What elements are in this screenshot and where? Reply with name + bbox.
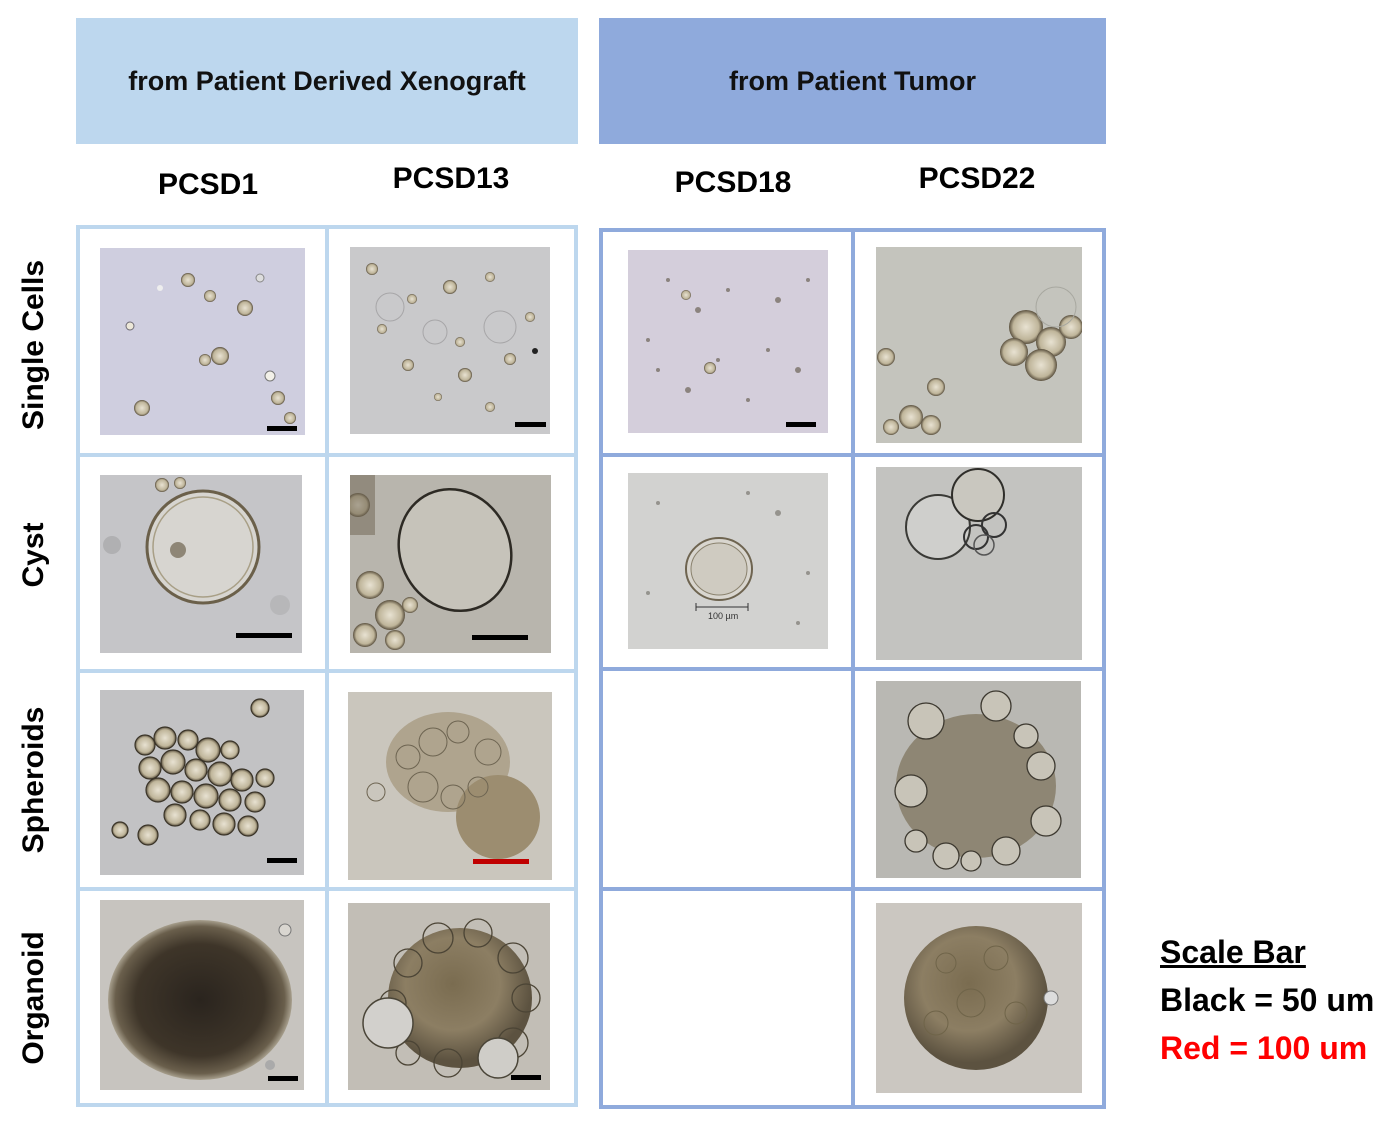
- legend-title: Scale Bar: [1160, 934, 1306, 970]
- column-header-pcsd1: PCSD1: [157, 168, 259, 201]
- row-label-cyst: Cyst: [17, 522, 50, 588]
- micrograph-pcsd22-single-cells: [876, 247, 1082, 443]
- row-label-spheroids: Spheroids: [17, 706, 50, 854]
- pdx-grid: [76, 225, 578, 1107]
- micrograph-pcsd1-cyst: [100, 475, 302, 653]
- scale-bar-legend: Scale Bar Black = 50 um Red = 100 um: [1160, 928, 1374, 1072]
- column-header-pcsd13: PCSD13: [392, 162, 510, 195]
- pdx-group-header: from Patient Derived Xenograft: [76, 18, 578, 144]
- row-label-single-cells: Single Cells: [17, 259, 50, 431]
- micrograph-pcsd1-single-cells: [100, 248, 305, 435]
- row-label-organoid: Organoid: [17, 931, 50, 1065]
- micrograph-pcsd13-cyst: [350, 475, 551, 653]
- legend-red: Red = 100 um: [1160, 1030, 1368, 1066]
- micrograph-pcsd13-single-cells: [350, 247, 550, 434]
- micrograph-pcsd22-spheroids: [876, 681, 1081, 878]
- micrograph-pcsd22-cyst: [876, 467, 1082, 660]
- micrograph-pcsd13-spheroids: [348, 692, 552, 880]
- pdx-group-label: from Patient Derived Xenograft: [128, 65, 526, 96]
- micrograph-pcsd22-organoid: [876, 903, 1082, 1093]
- column-header-pcsd22: PCSD22: [918, 162, 1036, 195]
- tumor-group-header: from Patient Tumor: [599, 18, 1106, 144]
- micrograph-pcsd18-cyst: 100 µm: [628, 473, 828, 649]
- micrograph-pcsd18-single-cells: [628, 250, 828, 433]
- micrograph-pcsd13-organoid: [348, 903, 550, 1090]
- tumor-group-label: from Patient Tumor: [728, 65, 976, 96]
- micrograph-pcsd1-spheroids: [100, 690, 304, 875]
- column-header-pcsd18: PCSD18: [674, 166, 792, 199]
- legend-black: Black = 50 um: [1160, 982, 1375, 1018]
- tumor-grid: [599, 228, 1106, 1109]
- in-image-scale-label: 100 µm: [708, 611, 739, 621]
- micrograph-pcsd1-organoid: [100, 900, 304, 1090]
